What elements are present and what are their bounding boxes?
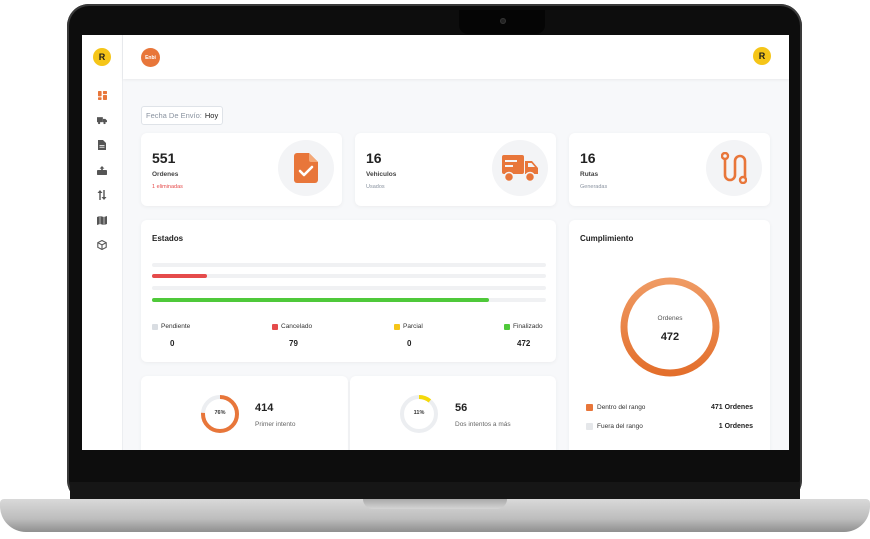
stat-icon-circle [278,140,334,196]
primer-intento-card: 76% 414 Primer intento [141,376,348,450]
stat-sub: 1 eliminadas [152,184,183,190]
cumplimiento-card: Cumplimiento Ordenes 472 Dentro del rang… [569,220,770,450]
estados-card: Estados Pendiente 0 Cancelado 79 Parcial… [141,220,556,362]
cumplimiento-value-dentro: 471 Ordenes [711,404,753,411]
legend-swatch [394,324,400,330]
laptop-base [0,499,870,532]
date-filter[interactable]: Fecha De Envío: Hoy [141,106,223,125]
stat-value: 16 [580,150,596,166]
estados-bar-finalizado [152,298,546,302]
intento-label: Dos intentos a más [455,421,511,428]
donut-ring [624,281,716,373]
estados-bar-fill-finalizado [152,298,489,302]
box-upload-icon [97,166,107,175]
date-filter-value: Hoy [205,111,218,120]
stat-card-rutas: 16 Rutas Generadas [569,133,770,206]
estados-bar-fill-cancelado [152,274,207,278]
intento-label: Primer intento [255,421,295,428]
camera-notch [459,10,545,34]
stat-card-ordenes: 551 Ordenes 1 eliminadas [141,133,342,206]
stat-sub: Generadas [580,184,607,190]
sidebar-item-products[interactable] [94,237,110,253]
cumplimiento-title: Cumplimiento [580,234,633,243]
stat-label: Ordenes [152,171,178,178]
sidebar-item-sort[interactable] [94,187,110,203]
row-label: Fuera del rango [597,423,643,430]
stat-value: 16 [366,150,382,166]
cube-icon [97,240,107,250]
laptop-base-notch [363,499,507,509]
row-swatch [586,404,593,411]
brand-logo[interactable]: Enbi [141,48,160,67]
dos-intentos-card: 11% 56 Dos intentos a más [350,376,556,450]
truck-icon [97,116,107,125]
legend-value-finalizado: 472 [517,339,530,348]
legend-label: Parcial [403,323,423,330]
legend-swatch [272,324,278,330]
legend-value-parcial: 0 [407,339,411,348]
estados-bar-cancelado [152,274,546,278]
stat-label: Vehiculos [366,171,396,178]
route-icon [721,152,747,184]
cumplimiento-donut [618,275,722,379]
legend-label: Finalizado [513,323,543,330]
legend-label: Cancelado [281,323,312,330]
app-screen: R Enbi R Fecha De Envío: Hoy 551 [82,35,789,450]
sidebar-item-dashboard[interactable] [94,87,110,103]
sort-arrows-icon [97,190,107,200]
sidebar-item-map[interactable] [94,212,110,228]
sidebar-item-vehicles[interactable] [94,112,110,128]
camera-icon [500,18,506,24]
cumplimiento-center-label: Ordenes [618,315,722,322]
cumplimiento-value-fuera: 1 Ordenes [719,423,753,430]
row-swatch [586,423,593,430]
document-check-icon [294,153,318,183]
cumplimiento-row-dentro: Dentro del rango [586,404,645,411]
legend-swatch [504,324,510,330]
sidebar-avatar[interactable]: R [93,48,111,66]
legend-swatch [152,324,158,330]
top-bar: Enbi R [123,35,789,79]
document-icon [98,140,106,150]
legend-finalizado: Finalizado [504,323,543,330]
stat-label: Rutas [580,171,598,178]
donut-percent: 76% [200,410,240,416]
legend-value-cancelado: 79 [289,339,298,348]
estados-title: Estados [152,234,183,243]
sidebar: R [82,35,123,450]
sidebar-item-documents[interactable] [94,137,110,153]
cumplimiento-row-fuera: Fuera del rango [586,423,643,430]
legend-label: Pendiente [161,323,190,330]
legend-pendiente: Pendiente [152,323,190,330]
donut-percent: 11% [399,410,439,416]
legend-cancelado: Cancelado [272,323,312,330]
intento-value: 56 [455,402,467,414]
sidebar-item-upload[interactable] [94,162,110,178]
stat-icon-circle [492,140,548,196]
row-label: Dentro del rango [597,404,645,411]
stat-card-vehiculos: 16 Vehiculos Usados [355,133,556,206]
map-icon [97,216,107,225]
stat-value: 551 [152,150,175,166]
truck-icon [502,153,538,183]
intento-value: 414 [255,402,273,414]
date-filter-label: Fecha De Envío: [146,111,202,120]
user-avatar[interactable]: R [753,47,771,65]
stat-icon-circle [706,140,762,196]
dashboard-icon [98,91,107,100]
estados-track-mid [152,286,546,290]
legend-value-pendiente: 0 [170,339,174,348]
legend-parcial: Parcial [394,323,423,330]
estados-track-top [152,263,546,267]
cumplimiento-center-value: 472 [618,331,722,343]
stat-sub: Usados [366,184,385,190]
